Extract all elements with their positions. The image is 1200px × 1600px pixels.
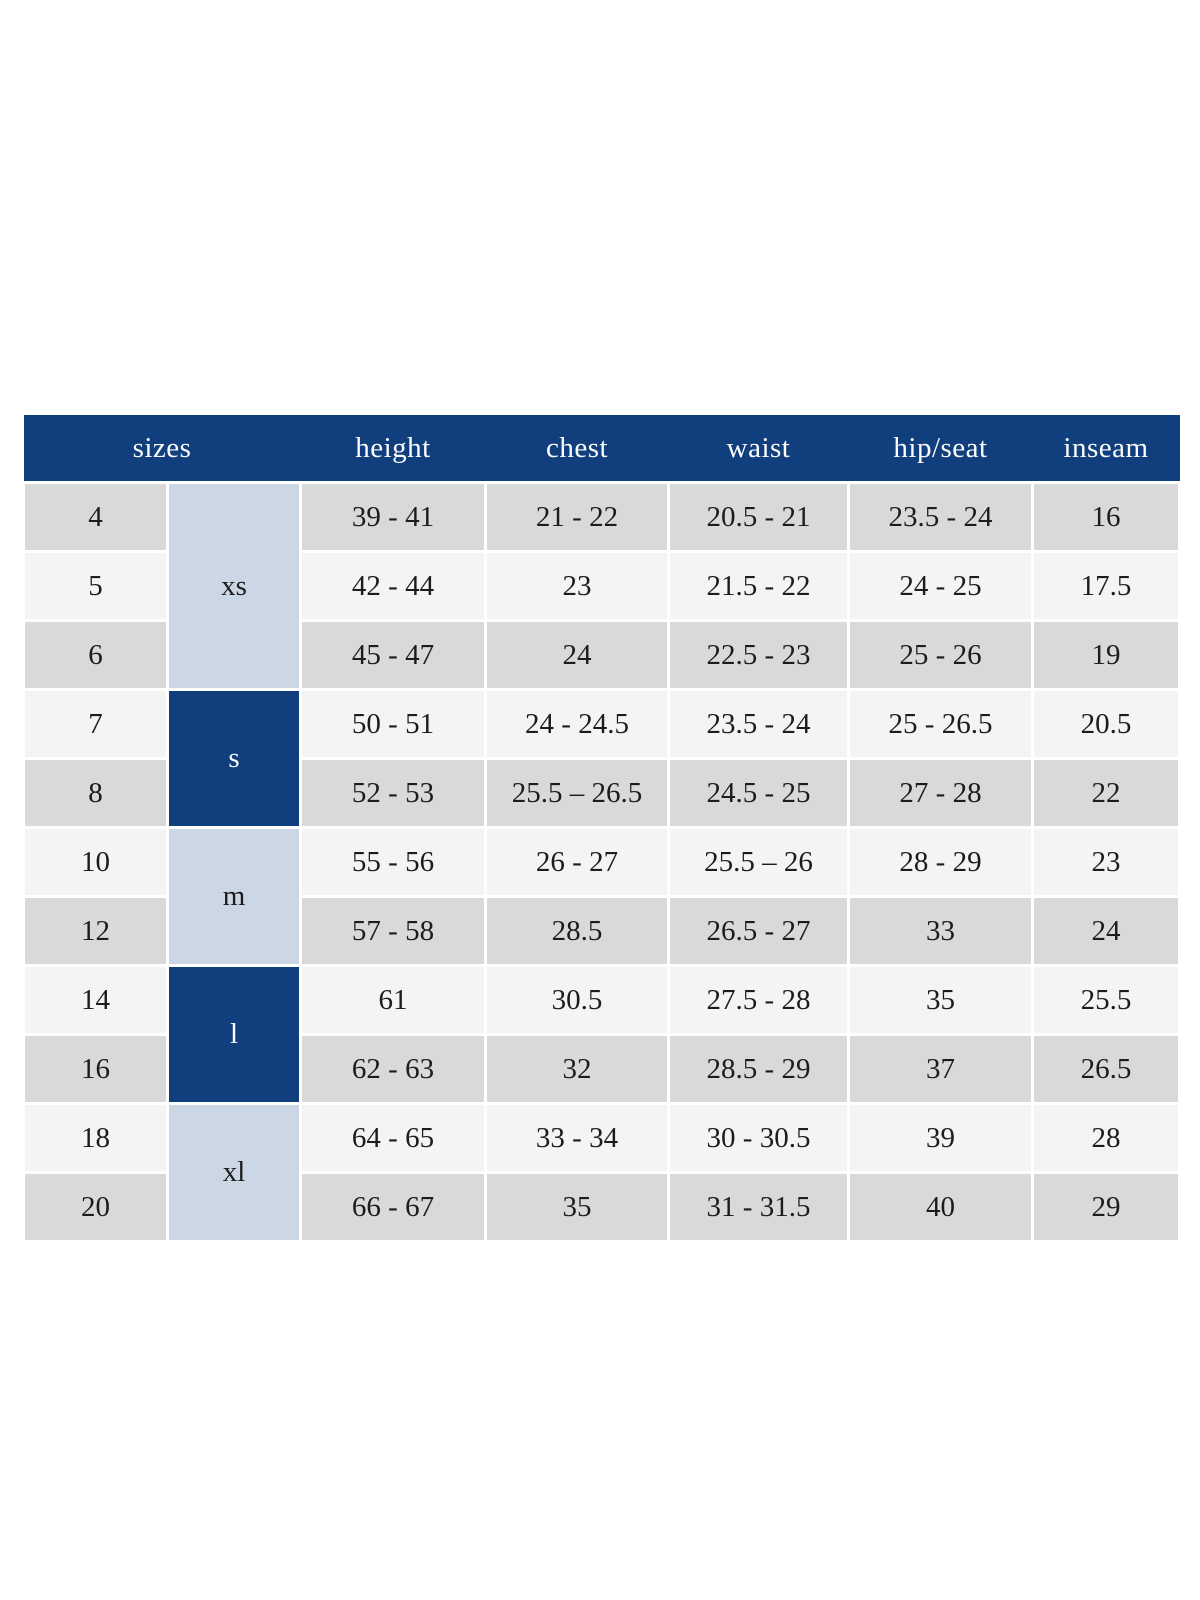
table-row: 10 m 55 - 56 26 - 27 25.5 – 26 28 - 29 2… [22,826,1181,967]
height-cell: 42 - 44 [299,550,487,622]
hip-seat-cell: 28 - 29 [847,826,1034,898]
table-row: 14 l 61 30.5 27.5 - 28 35 25.5 [22,964,1181,1105]
inseam-cell: 17.5 [1031,550,1181,622]
size-cell: 14 [22,964,169,1036]
hip-seat-cell: 23.5 - 24 [847,481,1034,553]
size-cell: 12 [22,895,169,967]
table-row: 20 66 - 67 35 31 - 31.5 40 29 [22,1171,1181,1243]
header-waist: waist [668,415,849,483]
inseam-cell: 19 [1031,619,1181,691]
size-cell: 6 [22,619,169,691]
waist-cell: 23.5 - 24 [667,688,850,760]
group-cell-xl: xl [166,1102,302,1243]
table-row: 8 52 - 53 25.5 – 26.5 24.5 - 25 27 - 28 … [22,757,1181,829]
hip-seat-cell: 39 [847,1102,1034,1174]
chest-cell: 28.5 [484,895,670,967]
hip-seat-cell: 35 [847,964,1034,1036]
waist-cell: 28.5 - 29 [667,1033,850,1105]
waist-cell: 21.5 - 22 [667,550,850,622]
inseam-cell: 22 [1031,757,1181,829]
size-cell: 4 [22,481,169,553]
hip-seat-cell: 37 [847,1033,1034,1105]
table-row: 5 42 - 44 23 21.5 - 22 24 - 25 17.5 [22,550,1181,622]
chest-cell: 30.5 [484,964,670,1036]
inseam-cell: 28 [1031,1102,1181,1174]
hip-seat-cell: 25 - 26.5 [847,688,1034,760]
hip-seat-cell: 24 - 25 [847,550,1034,622]
size-cell: 18 [22,1102,169,1174]
table-row: 16 62 - 63 32 28.5 - 29 37 26.5 [22,1033,1181,1105]
chest-cell: 25.5 – 26.5 [484,757,670,829]
size-cell: 10 [22,826,169,898]
height-cell: 61 [299,964,487,1036]
height-cell: 50 - 51 [299,688,487,760]
height-cell: 66 - 67 [299,1171,487,1243]
header-hip-seat: hip/seat [848,415,1033,483]
waist-cell: 27.5 - 28 [667,964,850,1036]
waist-cell: 26.5 - 27 [667,895,850,967]
header-height: height [300,415,486,483]
height-cell: 64 - 65 [299,1102,487,1174]
inseam-cell: 24 [1031,895,1181,967]
size-chart-header: sizes height chest waist hip/seat inseam [23,415,1180,483]
height-cell: 45 - 47 [299,619,487,691]
group-cell-s: s [166,688,302,829]
group-cell-xs: xs [166,481,302,691]
size-cell: 20 [22,1171,169,1243]
table-row: 6 45 - 47 24 22.5 - 23 25 - 26 19 [22,619,1181,691]
header-chest: chest [485,415,669,483]
table-row: 18 xl 64 - 65 33 - 34 30 - 30.5 39 28 [22,1102,1181,1243]
waist-cell: 22.5 - 23 [667,619,850,691]
height-cell: 62 - 63 [299,1033,487,1105]
size-cell: 16 [22,1033,169,1105]
inseam-cell: 20.5 [1031,688,1181,760]
inseam-cell: 25.5 [1031,964,1181,1036]
waist-cell: 25.5 – 26 [667,826,850,898]
size-chart-table: sizes height chest waist hip/seat inseam… [22,415,1181,1243]
size-cell: 7 [22,688,169,760]
chest-cell: 24 [484,619,670,691]
inseam-cell: 23 [1031,826,1181,898]
waist-cell: 20.5 - 21 [667,481,850,553]
height-cell: 52 - 53 [299,757,487,829]
inseam-cell: 26.5 [1031,1033,1181,1105]
waist-cell: 30 - 30.5 [667,1102,850,1174]
hip-seat-cell: 25 - 26 [847,619,1034,691]
table-row: 12 57 - 58 28.5 26.5 - 27 33 24 [22,895,1181,967]
header-sizes: sizes [23,415,301,483]
size-cell: 8 [22,757,169,829]
chest-cell: 24 - 24.5 [484,688,670,760]
header-inseam: inseam [1032,415,1180,483]
hip-seat-cell: 27 - 28 [847,757,1034,829]
inseam-cell: 29 [1031,1171,1181,1243]
height-cell: 57 - 58 [299,895,487,967]
size-cell: 5 [22,550,169,622]
header-row: sizes height chest waist hip/seat inseam [23,415,1180,483]
hip-seat-cell: 33 [847,895,1034,967]
group-cell-m: m [166,826,302,967]
waist-cell: 31 - 31.5 [667,1171,850,1243]
chest-cell: 21 - 22 [484,481,670,553]
height-cell: 55 - 56 [299,826,487,898]
chest-cell: 33 - 34 [484,1102,670,1174]
hip-seat-cell: 40 [847,1171,1034,1243]
chest-cell: 23 [484,550,670,622]
group-cell-l: l [166,964,302,1105]
table-row: 7 s 50 - 51 24 - 24.5 23.5 - 24 25 - 26.… [22,688,1181,829]
waist-cell: 24.5 - 25 [667,757,850,829]
inseam-cell: 16 [1031,481,1181,553]
chest-cell: 32 [484,1033,670,1105]
chest-cell: 35 [484,1171,670,1243]
chest-cell: 26 - 27 [484,826,670,898]
table-row: 4 xs 39 - 41 21 - 22 20.5 - 21 23.5 - 24… [22,481,1181,691]
height-cell: 39 - 41 [299,481,487,553]
